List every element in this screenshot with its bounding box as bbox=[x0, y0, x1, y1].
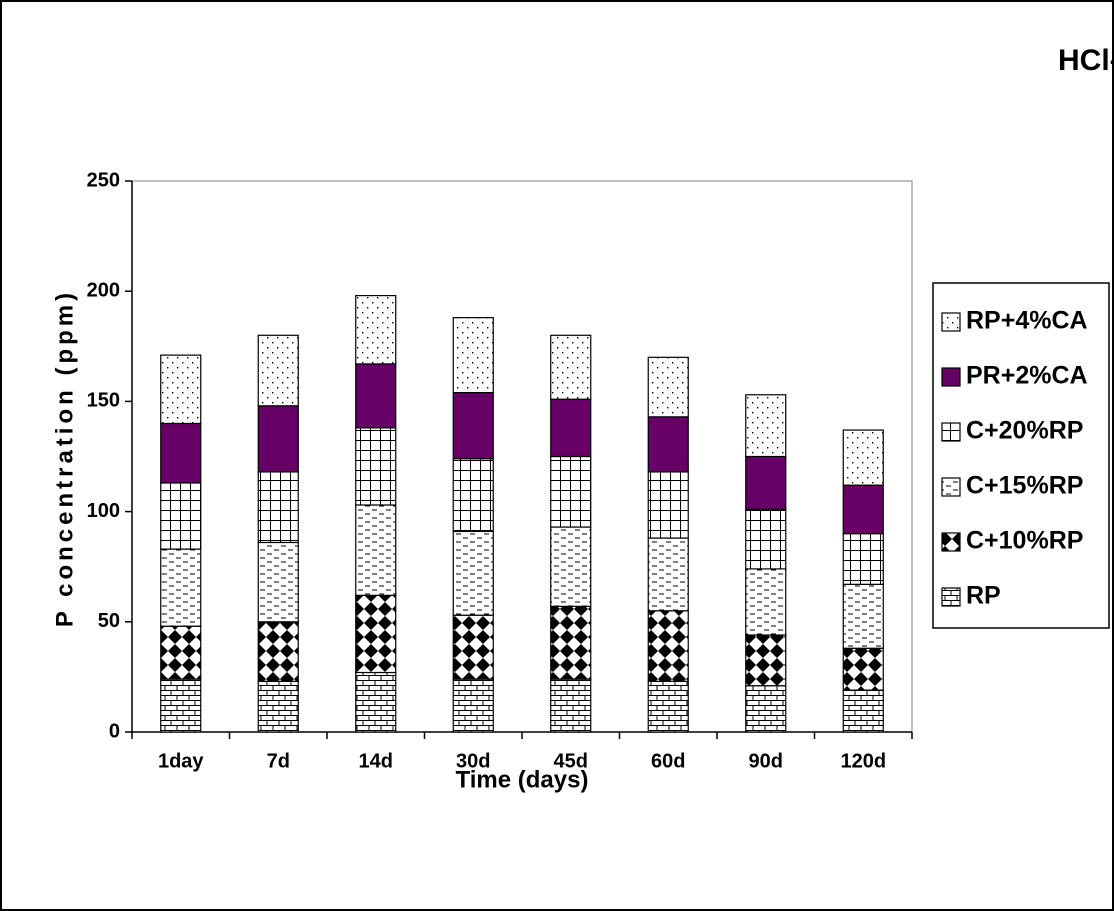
bar-segment bbox=[745, 685, 787, 733]
x-tick-label: 60d bbox=[651, 750, 685, 772]
bar-segment bbox=[842, 484, 884, 535]
legend-box bbox=[932, 282, 1110, 629]
bar-segment bbox=[257, 621, 299, 682]
legend-label: RP bbox=[966, 582, 1001, 610]
x-tick-label: 90d bbox=[749, 750, 783, 772]
x-tick-label: 30d bbox=[456, 750, 490, 772]
bar-segment bbox=[647, 356, 689, 418]
legend-swatch bbox=[941, 587, 961, 607]
bar-segment bbox=[355, 427, 397, 506]
bar-segment bbox=[355, 504, 397, 596]
bar-segment bbox=[745, 508, 787, 570]
bar-segment bbox=[355, 671, 397, 733]
bar-segment bbox=[745, 455, 787, 510]
y-tick-label: 200 bbox=[87, 279, 120, 301]
bar-segment bbox=[842, 583, 884, 649]
y-tick-label: 250 bbox=[87, 169, 120, 191]
bar-segment bbox=[647, 471, 689, 539]
x-tick-label: 7d bbox=[267, 750, 290, 772]
bar-segment bbox=[160, 422, 202, 484]
y-tick-label: 0 bbox=[109, 720, 120, 742]
bar-segment bbox=[160, 625, 202, 680]
bar-segment bbox=[452, 530, 494, 616]
x-tick-labels: 1day 7d 14d 30d 45d 60d 90d 120d bbox=[158, 750, 886, 772]
bar-segment bbox=[355, 295, 397, 365]
legend: RP+4%CA PR+2%CA C+20%RP C+15%RP C+10%RP RP bbox=[932, 282, 1110, 629]
bar-segment bbox=[647, 680, 689, 733]
legend-label: RP+4%CA bbox=[966, 307, 1088, 335]
bar-segment bbox=[842, 429, 884, 486]
x-axis-title: Time (days) bbox=[456, 766, 589, 793]
bar-segment bbox=[160, 548, 202, 627]
bar-segment bbox=[452, 458, 494, 533]
bar-segment bbox=[355, 594, 397, 674]
bar-segment bbox=[257, 541, 299, 623]
bar-segment bbox=[745, 634, 787, 687]
legend-swatch bbox=[941, 312, 961, 332]
bar-segment bbox=[257, 680, 299, 733]
bar-segment bbox=[452, 678, 494, 733]
legend-swatch bbox=[941, 367, 961, 387]
x-tick-label: 1day bbox=[158, 750, 204, 772]
x-tick-label: 120d bbox=[840, 750, 886, 772]
bar-segment bbox=[745, 394, 787, 458]
bar-segment bbox=[550, 678, 592, 733]
bar-segment bbox=[160, 354, 202, 425]
bar-segment bbox=[550, 334, 592, 400]
y-tick-labels: 0 50 100 150 200 250 bbox=[87, 169, 120, 742]
bar-segment bbox=[647, 416, 689, 473]
bar-segment bbox=[452, 391, 494, 460]
bar-segment bbox=[257, 471, 299, 544]
bar-segment bbox=[842, 533, 884, 585]
chart-title: HCl-P bbox=[1058, 44, 1114, 77]
legend-label: C+20%RP bbox=[966, 417, 1083, 445]
bar-segment bbox=[842, 647, 884, 691]
legend-swatch bbox=[941, 422, 961, 442]
bars bbox=[160, 295, 884, 733]
legend-swatch bbox=[941, 532, 961, 552]
plot-area bbox=[131, 180, 913, 733]
bar-segment bbox=[452, 317, 494, 394]
legend-label: C+10%RP bbox=[966, 527, 1083, 555]
bar-segment bbox=[550, 455, 592, 528]
bar-segment bbox=[160, 678, 202, 733]
y-tick-label: 100 bbox=[87, 500, 120, 522]
bar-segment bbox=[452, 614, 494, 680]
bar-segment bbox=[550, 605, 592, 680]
legend-label: PR+2%CA bbox=[966, 362, 1088, 390]
bar-segment bbox=[257, 405, 299, 473]
bar-segment bbox=[257, 334, 299, 407]
bar-segment bbox=[842, 689, 884, 733]
y-tick-label: 50 bbox=[98, 610, 120, 632]
bar-segment bbox=[355, 363, 397, 429]
bar-segment bbox=[647, 610, 689, 682]
legend-label: C+15%RP bbox=[966, 472, 1083, 500]
legend-swatch bbox=[941, 477, 961, 497]
x-tick-label: 45d bbox=[554, 750, 588, 772]
y-tick-label: 150 bbox=[87, 390, 120, 412]
bar-segment bbox=[647, 537, 689, 612]
bar-segment bbox=[160, 482, 202, 550]
bar-segment bbox=[745, 568, 787, 636]
bar-segment bbox=[550, 398, 592, 458]
x-tick-label: 14d bbox=[359, 750, 393, 772]
bar-segment bbox=[550, 526, 592, 607]
y-axis-title: P concentration (ppm) bbox=[51, 289, 78, 627]
